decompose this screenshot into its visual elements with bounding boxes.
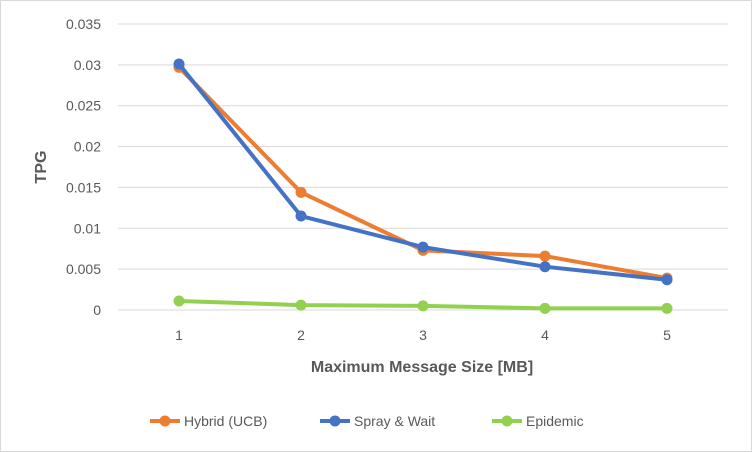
- y-tick-label: 0.025: [66, 98, 101, 114]
- legend-marker: [329, 415, 341, 427]
- x-tick-labels: 1 2 3 4 5: [175, 327, 671, 343]
- legend-label: Epidemic: [526, 413, 584, 429]
- x-tick-label: 1: [175, 327, 183, 343]
- y-tick-label: 0.035: [66, 16, 101, 32]
- data-point: [173, 295, 185, 307]
- y-tick-label: 0.02: [74, 139, 101, 155]
- data-point: [173, 58, 185, 70]
- x-tick-label: 4: [541, 327, 549, 343]
- y-tick-label: 0.03: [74, 57, 101, 73]
- legend: Hybrid (UCB) Spray & Wait Epidemic: [150, 413, 584, 429]
- y-axis-title: TPG: [33, 151, 50, 184]
- data-point: [661, 274, 673, 286]
- data-point: [417, 241, 429, 253]
- x-tick-label: 5: [663, 327, 671, 343]
- series-epidemic: [173, 295, 673, 314]
- legend-label: Spray & Wait: [354, 413, 435, 429]
- legend-marker: [159, 415, 171, 427]
- series-spray-wait: [173, 58, 673, 286]
- y-tick-label: 0: [93, 302, 101, 318]
- legend-entry: Hybrid (UCB): [150, 413, 267, 429]
- y-tick-label: 0.01: [74, 220, 101, 236]
- y-tick-label: 0.015: [66, 179, 101, 195]
- y-tick-labels: 0 0.005 0.01 0.015 0.02 0.025 0.03 0.035: [66, 16, 101, 318]
- x-tick-label: 2: [297, 327, 305, 343]
- legend-entry: Epidemic: [492, 413, 584, 429]
- data-point: [295, 186, 307, 198]
- legend-entry: Spray & Wait: [320, 413, 435, 429]
- data-point: [539, 261, 551, 273]
- data-point: [417, 300, 429, 312]
- data-point: [661, 302, 673, 314]
- data-point: [295, 210, 307, 222]
- y-tick-label: 0.005: [66, 261, 101, 277]
- x-tick-label: 3: [419, 327, 427, 343]
- data-point: [295, 299, 307, 311]
- legend-marker: [501, 415, 513, 427]
- data-point: [539, 250, 551, 262]
- legend-label: Hybrid (UCB): [184, 413, 267, 429]
- x-axis-title: Maximum Message Size [MB]: [311, 359, 533, 376]
- gridlines: [118, 23, 728, 311]
- series-layer: [173, 58, 673, 314]
- data-point: [539, 302, 551, 314]
